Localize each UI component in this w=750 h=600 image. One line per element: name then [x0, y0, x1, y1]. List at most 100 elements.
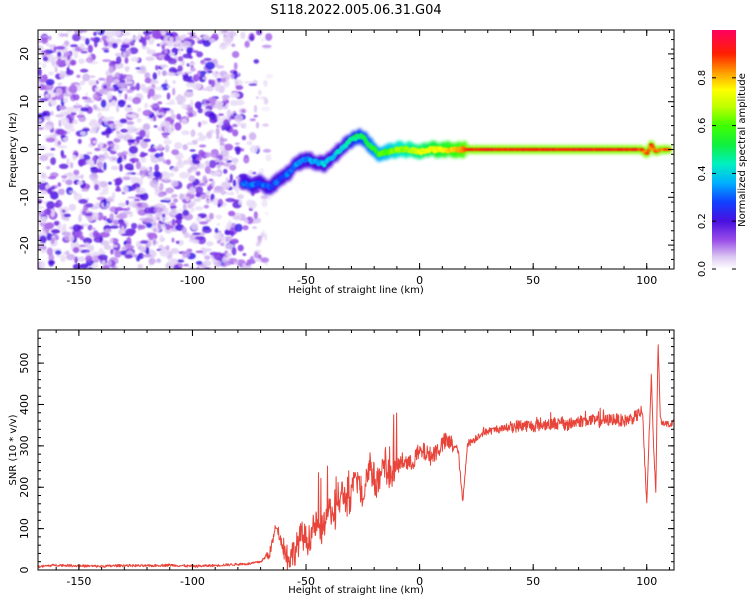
noise-blob	[265, 73, 274, 79]
noise-blob	[41, 37, 48, 44]
noise-blob	[117, 99, 126, 108]
noise-blob	[205, 61, 215, 70]
noise-blob	[144, 72, 151, 79]
noise-blob	[129, 47, 139, 55]
noise-blob	[101, 47, 110, 51]
noise-blob	[91, 263, 99, 269]
noise-blob	[224, 243, 235, 250]
noise-blob	[103, 49, 110, 53]
noise-blob	[119, 87, 128, 91]
noise-blob	[175, 213, 185, 220]
noise-blob	[60, 33, 69, 37]
noise-blob	[230, 73, 235, 80]
noise-blob	[120, 44, 130, 49]
noise-blob	[145, 56, 155, 61]
noise-blob	[112, 78, 120, 84]
noise-blob	[190, 99, 194, 108]
noise-blob	[127, 104, 131, 108]
noise-blob	[243, 218, 249, 224]
noise-blob	[127, 196, 137, 199]
noise-blob	[174, 166, 179, 172]
noise-blob	[195, 192, 201, 198]
noise-blob	[139, 189, 144, 194]
noise-blob	[194, 101, 202, 110]
noise-blob	[83, 242, 90, 247]
noise-blob	[82, 73, 91, 82]
noise-blob	[112, 156, 118, 159]
noise-blob	[206, 133, 211, 137]
noise-blob	[171, 218, 176, 226]
noise-blob	[38, 260, 46, 269]
noise-blob	[109, 124, 118, 129]
noise-blob	[131, 36, 141, 41]
noise-blob	[215, 171, 221, 176]
noise-blob	[93, 31, 97, 36]
noise-blob	[183, 90, 194, 98]
noise-blob	[73, 169, 80, 176]
noise-blob	[67, 55, 71, 61]
noise-blob	[234, 114, 244, 123]
noise-blob	[169, 52, 175, 57]
noise-blob	[216, 102, 223, 111]
noise-blob	[115, 206, 124, 212]
noise-blob	[51, 96, 57, 101]
noise-blob	[170, 109, 174, 115]
noise-blob	[242, 225, 249, 231]
noise-blob	[114, 250, 122, 258]
noise-blob	[193, 74, 200, 82]
noise-blob	[116, 157, 122, 164]
noise-blob	[152, 72, 158, 80]
noise-blob	[197, 213, 207, 218]
noise-blob	[108, 181, 112, 185]
noise-blob	[85, 92, 89, 96]
noise-blob	[161, 217, 170, 220]
noise-blob	[155, 216, 161, 221]
noise-blob	[157, 211, 163, 217]
noise-blob	[154, 164, 159, 172]
noise-blob	[195, 171, 201, 176]
noise-blob	[157, 112, 165, 115]
noise-blob	[99, 192, 105, 196]
noise-blob	[263, 233, 268, 241]
noise-blob	[46, 166, 51, 170]
ridge-core-blob	[646, 149, 651, 152]
noise-blob	[60, 150, 64, 157]
noise-blob	[38, 127, 44, 130]
noise-blob	[101, 106, 110, 112]
noise-blob	[157, 192, 165, 198]
noise-blob	[69, 128, 76, 132]
noise-blob	[205, 152, 212, 158]
noise-blob	[100, 147, 106, 152]
noise-blob	[98, 170, 104, 173]
noise-blob	[109, 237, 113, 244]
noise-blob	[235, 85, 244, 90]
noise-blob	[84, 252, 92, 256]
noise-blob	[193, 239, 200, 244]
noise-blob	[230, 92, 240, 98]
noise-blob	[208, 38, 216, 43]
noise-blob	[194, 206, 204, 211]
noise-blob	[224, 260, 231, 266]
noise-blob	[226, 109, 232, 118]
noise-blob	[231, 238, 239, 244]
noise-blob	[38, 75, 48, 83]
noise-blob	[183, 263, 189, 267]
noise-blob	[101, 116, 110, 123]
snr-axes: -150 -100 -50 0 50 100 0 100 200 300 400 500	[18, 329, 674, 588]
noise-blob	[46, 247, 54, 256]
noise-blob	[140, 165, 147, 171]
noise-blob	[129, 85, 137, 91]
noise-blob	[197, 39, 205, 44]
noise-blob	[210, 150, 220, 159]
noise-blob	[125, 75, 133, 81]
noise-blob	[186, 47, 193, 54]
noise-blob	[66, 253, 76, 261]
noise-blob	[195, 261, 203, 265]
noise-blob	[126, 236, 132, 245]
noise-blob	[200, 70, 207, 75]
noise-blob	[61, 231, 72, 236]
noise-blob	[105, 102, 112, 108]
noise-blob	[70, 114, 75, 120]
spectrogram-ylabel: Frequency (Hz)	[8, 112, 19, 188]
noise-blob	[102, 215, 107, 221]
